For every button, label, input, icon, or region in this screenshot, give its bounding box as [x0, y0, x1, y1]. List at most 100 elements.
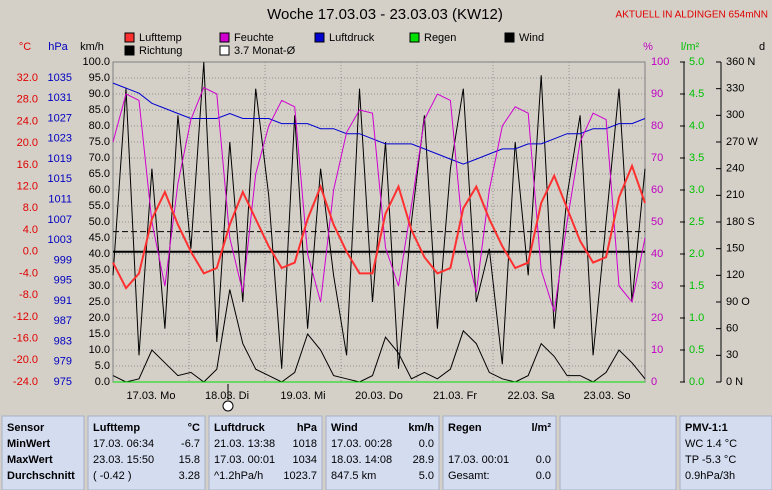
tick-label: 32.0 — [17, 72, 38, 84]
cursor-knob[interactable] — [222, 400, 234, 412]
tick-label: 1007 — [48, 214, 72, 226]
tick-label: 60.0 — [89, 184, 110, 196]
tick-label: 0.5 — [689, 344, 704, 356]
tick-label: 300 — [726, 109, 744, 121]
cell-pmv: TP -5.3 °C — [685, 454, 736, 466]
tick-label: 0.0 — [689, 376, 704, 388]
tick-label: 4.0 — [23, 224, 38, 236]
cell-value: 0.0 — [536, 454, 551, 466]
table-column — [559, 415, 677, 490]
table-column — [679, 415, 772, 490]
tick-label: 1015 — [48, 173, 72, 185]
tick-label: 85.0 — [89, 104, 110, 116]
cell-value: 1034 — [293, 454, 317, 466]
table-column — [87, 415, 206, 490]
tick-label: 40 — [651, 248, 663, 260]
tick-label: 10 — [651, 344, 663, 356]
legend-swatch — [504, 32, 515, 43]
tick-label: 330 — [726, 83, 744, 95]
legend-label: Lufttemp — [139, 32, 182, 44]
tick-label: 24.0 — [17, 115, 38, 127]
tick-label: 360 N — [726, 56, 755, 68]
tick-label: 4.0 — [689, 120, 704, 132]
cell-value: 28.9 — [413, 454, 434, 466]
cell-info: ^1.2hPa/h — [214, 470, 263, 482]
tick-label: 10.0 — [89, 344, 110, 356]
axis-title: % — [643, 41, 653, 53]
legend-label: Richtung — [139, 45, 182, 57]
series-line — [112, 163, 646, 290]
tick-label: 100.0 — [82, 56, 110, 68]
legend-swatch — [314, 32, 325, 43]
legend-swatch — [124, 32, 135, 43]
tick-label: 50 — [651, 216, 663, 228]
tick-label: 995 — [54, 275, 72, 287]
tick-label: 60 — [651, 184, 663, 196]
tick-label: 1019 — [48, 153, 72, 165]
tick-label: -4.0 — [19, 267, 38, 279]
tick-label: 1035 — [48, 72, 72, 84]
tick-label: 1011 — [48, 194, 72, 206]
table-column — [325, 415, 440, 490]
legend-label: 3.7 Monat-Ø — [234, 45, 296, 57]
legend-swatch — [409, 32, 420, 43]
x-tick-label: 19.03. Mi — [280, 390, 325, 402]
cell-info: 17.03. 00:28 — [331, 438, 392, 450]
table-column — [208, 415, 323, 490]
tick-label: 1003 — [48, 234, 72, 246]
tick-label: 983 — [54, 335, 72, 347]
table-header: Sensor — [7, 422, 45, 434]
tick-label: 240 — [726, 163, 744, 175]
chart-title: Woche 17.03.03 - 23.03.03 (KW12) — [267, 6, 503, 23]
x-tick-label: 18.03. Di — [205, 390, 249, 402]
series-line — [112, 82, 646, 165]
tick-label: 95.0 — [89, 72, 110, 84]
tick-label: 150 — [726, 243, 744, 255]
tick-label: 2.5 — [689, 216, 704, 228]
station-note: AKTUELL IN ALDINGEN 654mNN — [616, 10, 768, 21]
row-label: MaxWert — [7, 454, 53, 466]
table-column — [1, 415, 85, 490]
series-line — [112, 289, 646, 383]
tick-label: -8.0 — [19, 289, 38, 301]
tick-label: 12.0 — [17, 180, 38, 192]
tick-label: 999 — [54, 254, 72, 266]
cell-info: 17.03. 06:34 — [93, 438, 154, 450]
legend-swatch — [124, 45, 135, 56]
cell-value: 0.0 — [536, 470, 551, 482]
tick-label: 210 — [726, 189, 744, 201]
cell-value: 15.8 — [179, 454, 200, 466]
tick-label: 991 — [54, 295, 72, 307]
tick-label: 8.0 — [23, 202, 38, 214]
tick-label: 30.0 — [89, 280, 110, 292]
table-header: l/m² — [531, 422, 551, 434]
cell-info: 17.03. 00:01 — [448, 454, 509, 466]
tick-label: 40.0 — [89, 248, 110, 260]
row-label: Durchschnitt — [7, 470, 75, 482]
tick-label: 30 — [651, 280, 663, 292]
table-header: Wind — [331, 422, 358, 434]
tick-label: 70.0 — [89, 152, 110, 164]
x-tick-label: 20.03. Do — [355, 390, 403, 402]
axis-title: l/m² — [681, 41, 700, 53]
cell-value: 3.28 — [179, 470, 200, 482]
tick-label: 50.0 — [89, 216, 110, 228]
tick-label: 65.0 — [89, 168, 110, 180]
axis-title: d — [759, 41, 765, 53]
tick-label: 979 — [54, 356, 72, 368]
tick-label: 35.0 — [89, 264, 110, 276]
cell-pmv: 0.9hPa/3h — [685, 470, 735, 482]
tick-label: 45.0 — [89, 232, 110, 244]
tick-label: 1.0 — [689, 312, 704, 324]
tick-label: 1.5 — [689, 280, 704, 292]
tick-label: -12.0 — [13, 311, 38, 323]
table-header: hPa — [297, 422, 318, 434]
tick-label: 0.0 — [95, 376, 110, 388]
cell-info: Gesamt: — [448, 470, 490, 482]
x-tick-label: 21.03. Fr — [433, 390, 477, 402]
tick-label: 80.0 — [89, 120, 110, 132]
axis-title: km/h — [80, 41, 104, 53]
tick-label: -24.0 — [13, 376, 38, 388]
tick-label: 3.5 — [689, 152, 704, 164]
cell-info: 17.03. 00:01 — [214, 454, 275, 466]
